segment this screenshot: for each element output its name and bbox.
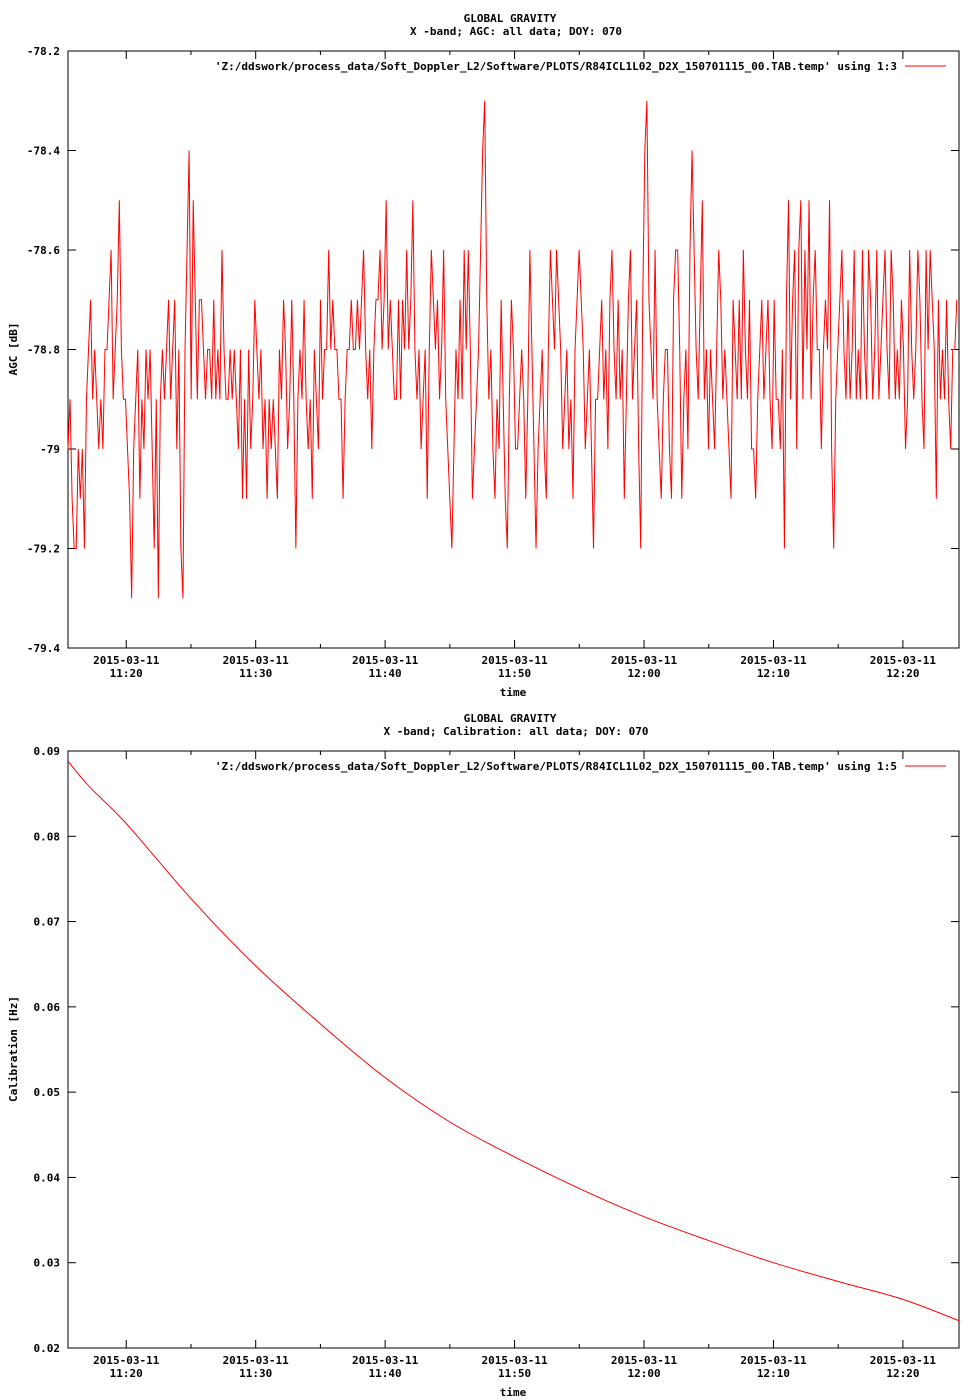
x-tick-label-date: 2015-03-11: [611, 1354, 678, 1367]
series-line: [67, 760, 960, 1322]
y-axis-label: Calibration [Hz]: [7, 996, 20, 1102]
y-axis-label: AGC [dB]: [7, 323, 20, 376]
legend-label: 'Z:/ddswork/process_data/Soft_Doppler_L2…: [215, 60, 897, 73]
x-tick-label-time: 11:40: [369, 1367, 402, 1380]
x-tick-label-date: 2015-03-11: [481, 1354, 548, 1367]
legend: 'Z:/ddswork/process_data/Soft_Doppler_L2…: [215, 60, 946, 73]
x-tick-label-date: 2015-03-11: [870, 654, 937, 667]
x-tick-label-time: 11:20: [110, 667, 143, 680]
y-tick-label: 0.07: [34, 916, 61, 929]
x-axis-label: time: [500, 686, 527, 699]
x-tick-label-date: 2015-03-11: [223, 1354, 290, 1367]
x-tick-label-time: 11:20: [110, 1367, 143, 1380]
x-tick-label-date: 2015-03-11: [870, 1354, 937, 1367]
y-axis-ticks: 0.09 0.08 0.07 0.06 0.05 0.04 0.03 0.02: [34, 745, 959, 1355]
x-tick-label-date: 2015-03-11: [93, 1354, 160, 1367]
x-tick-label-time: 12:20: [886, 667, 919, 680]
legend-label: 'Z:/ddswork/process_data/Soft_Doppler_L2…: [215, 760, 897, 773]
y-axis-ticks: -78.2 -78.4 -78.6 -78.8 -79 -79.2 -79.4: [27, 45, 959, 655]
plot-area: [67, 100, 958, 599]
x-tick-label-time: 11:30: [239, 667, 272, 680]
x-tick-label-date: 2015-03-11: [740, 1354, 807, 1367]
y-tick-label: -78.2: [27, 45, 60, 58]
chart-subtitle: X -band; AGC: all data; DOY: 070: [410, 25, 622, 38]
x-tick-label-time: 12:20: [886, 1367, 919, 1380]
x-axis-ticks: 2015-03-1111:202015-03-1111:302015-03-11…: [93, 751, 936, 1380]
x-tick-label-time: 11:30: [239, 1367, 272, 1380]
x-tick-label-date: 2015-03-11: [481, 654, 548, 667]
x-tick-label-time: 12:00: [627, 1367, 660, 1380]
y-tick-label: 0.03: [34, 1257, 61, 1270]
x-tick-label-time: 12:00: [627, 667, 660, 680]
y-tick-label: -78.6: [27, 244, 60, 257]
x-tick-label-date: 2015-03-11: [93, 654, 160, 667]
chart-title: GLOBAL GRAVITY: [464, 712, 557, 725]
x-axis-ticks: 2015-03-1111:202015-03-1111:302015-03-11…: [93, 51, 936, 680]
legend: 'Z:/ddswork/process_data/Soft_Doppler_L2…: [215, 760, 946, 773]
x-axis-label: time: [500, 1386, 527, 1399]
x-tick-label-time: 11:40: [369, 667, 402, 680]
chart-title: GLOBAL GRAVITY: [464, 12, 557, 25]
y-tick-label: -79: [40, 443, 60, 456]
y-tick-label: 0.05: [34, 1086, 61, 1099]
y-tick-label: -79.4: [27, 642, 60, 655]
x-tick-label-time: 11:50: [498, 1367, 531, 1380]
x-tick-label-date: 2015-03-11: [740, 654, 807, 667]
x-tick-label-time: 12:10: [757, 667, 790, 680]
x-tick-label-time: 11:50: [498, 667, 531, 680]
y-tick-label: 0.09: [34, 745, 61, 758]
y-tick-label: -78.8: [27, 344, 60, 357]
x-tick-label-date: 2015-03-11: [352, 654, 419, 667]
plot-frame: [67, 750, 960, 1349]
x-tick-label-time: 12:10: [757, 1367, 790, 1380]
y-tick-label: 0.08: [34, 830, 61, 843]
y-tick-label: 0.04: [34, 1171, 61, 1184]
x-tick-label-date: 2015-03-11: [611, 654, 678, 667]
series-line: [67, 100, 958, 599]
x-tick-label-date: 2015-03-11: [223, 654, 290, 667]
chart-subtitle: X -band; Calibration: all data; DOY: 070: [384, 725, 649, 738]
y-tick-label: 0.02: [34, 1342, 61, 1355]
x-tick-label-date: 2015-03-11: [352, 1354, 419, 1367]
agc-chart-panel: GLOBAL GRAVITY X -band; AGC: all data; D…: [7, 12, 960, 699]
y-tick-label: -79.2: [27, 543, 60, 556]
calibration-chart-panel: GLOBAL GRAVITY X -band; Calibration: all…: [7, 712, 960, 1399]
y-tick-label: 0.06: [34, 1001, 61, 1014]
y-tick-label: -78.4: [27, 145, 60, 158]
plot-area: [67, 760, 960, 1322]
